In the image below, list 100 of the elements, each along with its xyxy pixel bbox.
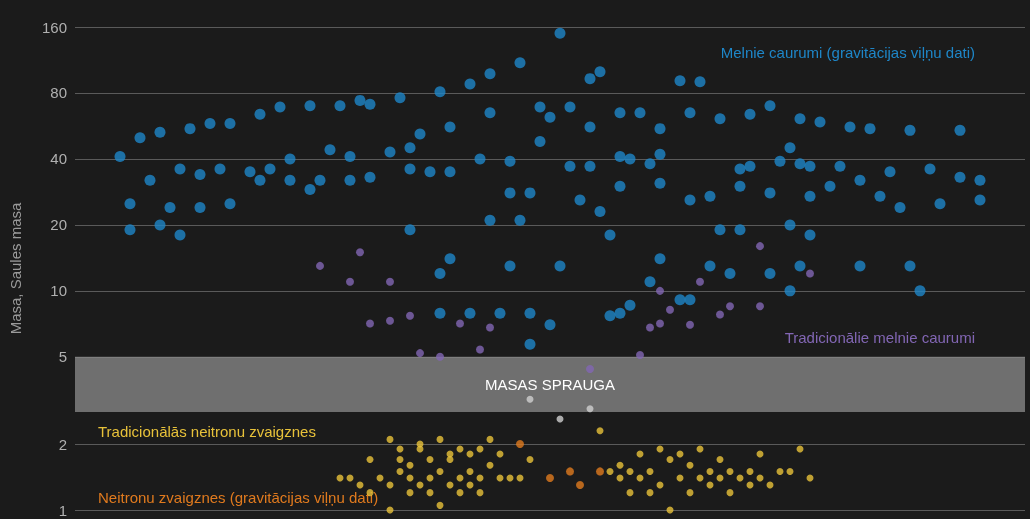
point — [794, 260, 806, 272]
point — [806, 269, 814, 278]
point — [646, 323, 654, 332]
point — [534, 136, 546, 148]
point — [346, 277, 354, 286]
point — [704, 260, 716, 272]
point — [464, 307, 476, 319]
point — [646, 489, 654, 497]
point — [904, 260, 916, 272]
point — [526, 456, 534, 463]
y-tick-label: 20 — [50, 216, 67, 234]
text: Tradicionālās neitronu zvaigznes — [98, 423, 316, 440]
point — [654, 177, 666, 189]
point — [954, 171, 966, 183]
point — [644, 276, 656, 288]
point — [854, 260, 866, 272]
point — [554, 260, 566, 272]
point — [444, 166, 456, 178]
point — [456, 319, 464, 328]
point — [614, 180, 626, 192]
point — [594, 66, 606, 78]
y-tick-label: 1 — [58, 501, 67, 519]
point — [686, 461, 694, 469]
point — [484, 214, 496, 226]
point — [436, 501, 444, 509]
point — [626, 489, 634, 497]
point — [504, 155, 516, 167]
point — [396, 456, 404, 463]
y-tick-label: 5 — [58, 348, 67, 366]
point — [434, 307, 446, 319]
point — [666, 305, 674, 314]
point — [584, 160, 596, 172]
point — [606, 467, 614, 475]
point — [656, 319, 664, 328]
point — [804, 190, 816, 202]
point — [784, 219, 796, 231]
point — [576, 481, 584, 490]
point — [744, 160, 756, 172]
point — [584, 121, 596, 133]
point — [714, 224, 726, 236]
y-tick-label: 2 — [58, 435, 67, 453]
point — [404, 163, 416, 175]
point — [686, 320, 694, 329]
point — [654, 148, 666, 160]
point — [726, 489, 734, 497]
point — [466, 467, 474, 475]
point — [486, 323, 494, 332]
point — [476, 345, 484, 354]
point — [456, 489, 464, 497]
point — [436, 352, 444, 361]
point — [746, 467, 754, 475]
point — [764, 268, 776, 280]
point — [804, 229, 816, 241]
point — [426, 489, 434, 497]
point — [784, 285, 796, 297]
band-label: MASAS SPRAUGA — [484, 375, 616, 393]
point — [526, 395, 534, 403]
point — [586, 365, 594, 373]
point — [366, 456, 374, 463]
y-tick-label: 80 — [50, 84, 67, 102]
point — [564, 101, 576, 113]
point — [484, 68, 496, 80]
point — [404, 224, 416, 236]
series-label: Tradicionālie melnie caurumi — [784, 329, 975, 346]
point — [486, 435, 494, 443]
point — [684, 294, 696, 306]
point — [566, 467, 574, 476]
point — [416, 349, 424, 358]
point — [734, 224, 746, 236]
point — [544, 319, 556, 331]
point — [756, 302, 764, 311]
y-tick-label: 10 — [50, 282, 67, 300]
point — [436, 467, 444, 475]
point — [386, 316, 394, 325]
point — [706, 467, 714, 475]
point — [124, 224, 136, 236]
point — [406, 461, 414, 469]
point — [386, 277, 394, 286]
point — [366, 319, 374, 328]
point — [486, 461, 494, 469]
point — [686, 489, 694, 497]
point — [656, 286, 664, 295]
point — [734, 180, 746, 192]
point — [974, 194, 986, 206]
point — [636, 350, 644, 359]
point — [756, 242, 764, 251]
point — [614, 307, 626, 319]
point — [776, 467, 784, 475]
point — [364, 98, 376, 110]
point — [514, 214, 526, 226]
point — [396, 467, 404, 475]
point — [666, 456, 674, 463]
point — [764, 187, 776, 199]
point — [716, 456, 724, 463]
point — [696, 277, 704, 286]
point — [626, 467, 634, 475]
point — [654, 253, 666, 265]
point — [344, 151, 356, 163]
point — [546, 473, 554, 482]
point — [674, 294, 686, 306]
